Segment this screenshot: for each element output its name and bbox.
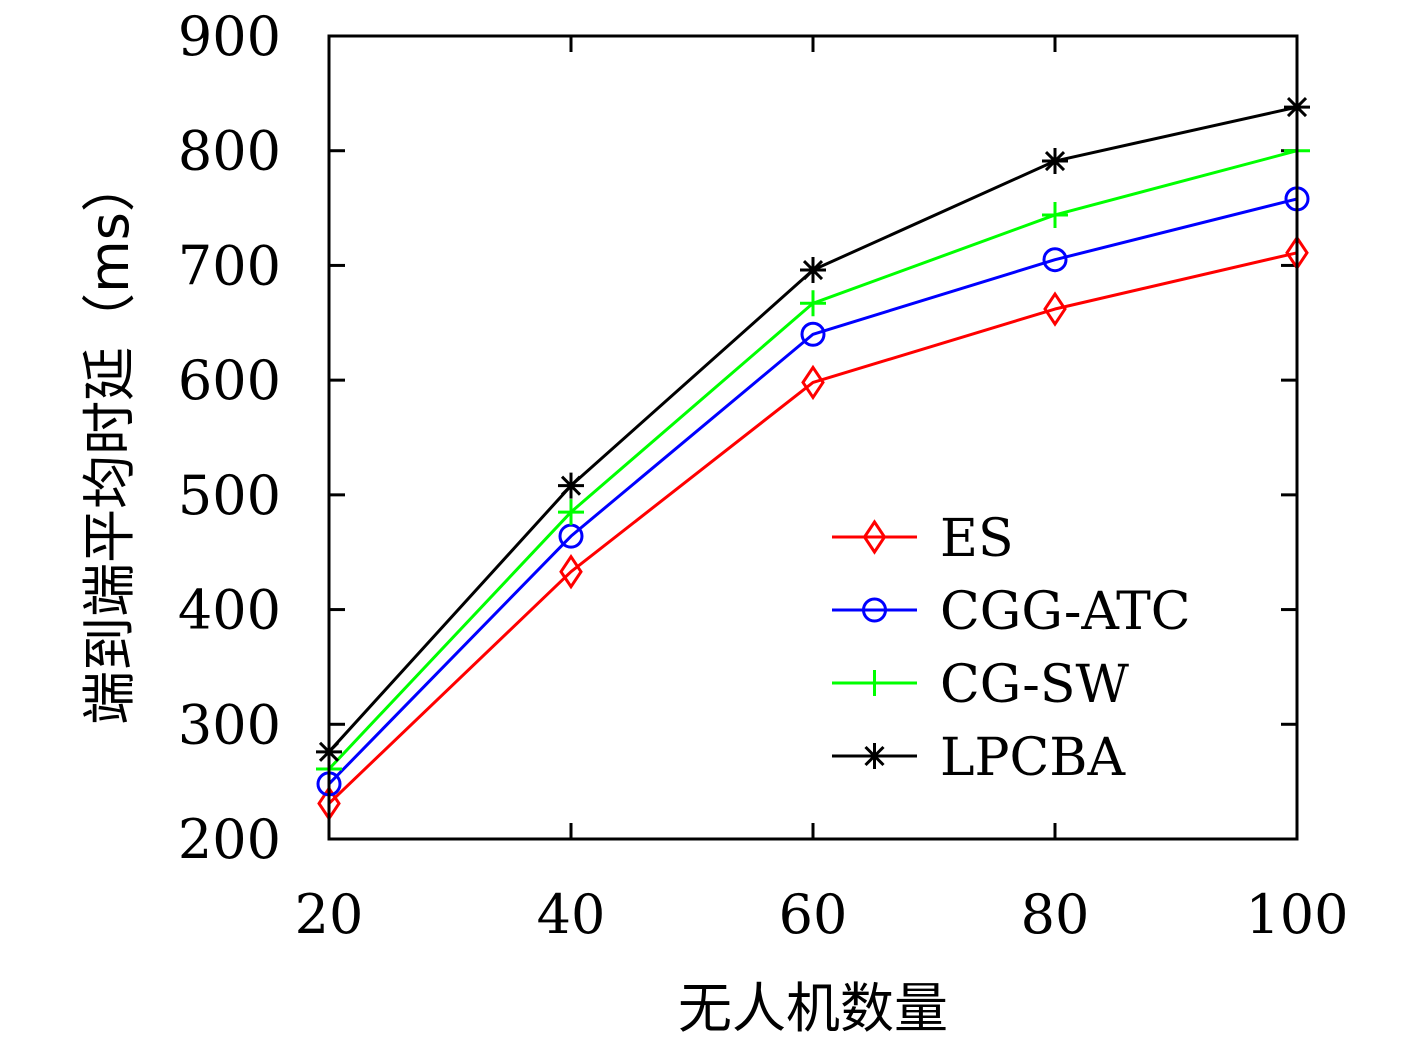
y-tick-label: 300 [178,693,281,756]
data-point [800,257,826,284]
legend: ES CGG-ATC CG-SW LPCBA [832,509,1191,788]
data-point [559,554,583,590]
legend-item: CGG-ATC [832,582,1191,642]
y-tick-label: 900 [178,5,281,68]
x-axis-ticks: 20 40 60 80 100 [295,36,1349,946]
data-point [558,472,584,499]
legend-item: ES [832,509,1014,569]
data-point [558,523,584,549]
series-line [327,197,1298,785]
data-point [1042,148,1068,175]
legend-item: CG-SW [832,655,1129,715]
legend-marker [862,519,887,555]
series-line [327,149,1298,771]
x-tick-label: 60 [779,883,848,946]
data-point [558,499,584,526]
y-axis-ticks: 200 300 400 500 600 700 800 900 [178,5,1297,871]
y-tick-label: 600 [178,349,281,412]
data-point [1042,201,1068,228]
legend-label: LPCBA [940,728,1127,788]
data-point [801,364,825,401]
series-lpcba [316,94,1310,765]
x-tick-label: 40 [537,883,606,946]
x-tick-label: 20 [295,883,364,946]
x-tick-label: 80 [1021,883,1090,946]
legend-label: CGG-ATC [940,582,1191,642]
legend-marker [861,670,888,696]
plot-frame [327,34,1299,841]
legend-item: LPCBA [832,728,1127,788]
legend-label: ES [940,509,1014,569]
series-line [327,105,1298,753]
legend-marker [862,597,887,623]
y-axis-title: 端到端平均时延（ms） [78,158,141,725]
y-tick-label: 400 [178,579,281,642]
y-tick-label: 700 [178,234,281,297]
x-axis-title: 无人机数量 [678,977,948,1038]
data-series [316,94,1310,822]
data-point [1043,291,1067,327]
y-tick-label: 500 [178,464,281,527]
x-tick-label: 100 [1245,883,1348,946]
data-point [800,321,826,347]
y-tick-label: 200 [178,808,281,871]
data-point [1042,247,1068,273]
series-line [327,251,1298,805]
y-tick-label: 800 [178,120,281,183]
series-es [317,235,1309,822]
legend-label: CG-SW [940,655,1129,715]
data-point [800,290,826,317]
legend-marker [861,743,888,769]
